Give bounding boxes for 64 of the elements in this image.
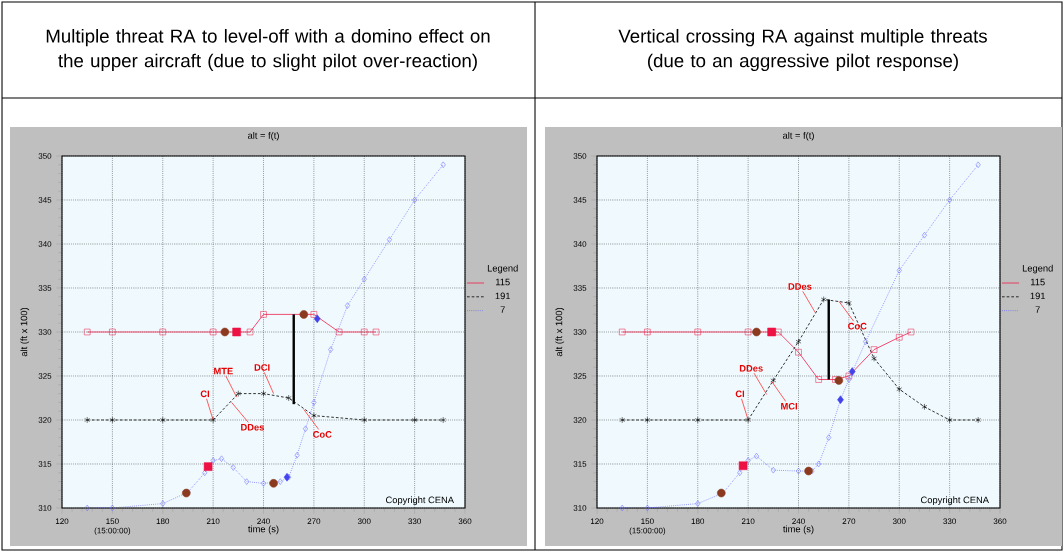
annotation: CI [735, 390, 745, 398]
annotation: DDes [739, 365, 763, 372]
x-tick-label: 360 [458, 518, 472, 525]
y-tick-label: 350 [38, 153, 52, 159]
y-tick-label: 320 [573, 417, 587, 423]
y-tick-label: 325 [38, 373, 52, 379]
legend-label: 7 [500, 306, 505, 313]
y-tick-label: 315 [573, 461, 587, 467]
annotation: Copyright CENA [386, 496, 454, 506]
y-tick-label: 335 [573, 285, 587, 291]
x-tick-label: 300 [892, 518, 906, 525]
x-tick-label: 300 [357, 518, 371, 525]
legend-label: 191 [495, 292, 511, 300]
x-tick-label: 330 [408, 518, 421, 525]
y-tick-label: 330 [573, 329, 587, 335]
x-tick-label: 330 [943, 518, 956, 525]
annotation: CI [200, 390, 210, 398]
x-tick-label: 120 [55, 518, 69, 525]
y-tick-label: 315 [38, 461, 52, 467]
y-tick-label: 340 [38, 241, 52, 247]
y-tick-label: 345 [573, 197, 587, 203]
y-tick-label: 320 [38, 417, 52, 423]
annotation: Copyright CENA [921, 496, 989, 506]
annotation: DDes [241, 424, 264, 431]
legend-label: 115 [1030, 278, 1045, 286]
legend-title: Legend [1022, 264, 1053, 274]
x-tick-label: 180 [156, 518, 170, 525]
y-tick-label: 340 [573, 241, 587, 247]
y-tick-label: 345 [38, 197, 52, 203]
chart-title: Multiple threat RA to level-off with a domino effect on the upper aircraft (due to slight pilot over-reaction) [46, 28, 490, 72]
x-tick-label: 270 [307, 518, 321, 525]
chart-subtitle: alt = f(t) [247, 131, 279, 141]
x-axis-title: time (s) [248, 525, 279, 535]
y-tick-label: 310 [573, 505, 587, 511]
x-tick-label: 240 [792, 518, 805, 525]
x-tick-label: 210 [741, 518, 755, 525]
annotation: DDes [788, 283, 812, 290]
x-tick-label: 360 [993, 518, 1007, 525]
x-axis-title: time (s) [783, 525, 814, 535]
y-tick-label: 325 [573, 373, 587, 379]
annotation: CoC [313, 431, 332, 438]
y-tick-label: 310 [38, 505, 52, 511]
annotation: CoC [848, 322, 867, 330]
y-axis-title: alt (ft x 100) [555, 307, 565, 357]
y-axis-title: alt (ft x 100) [20, 307, 30, 357]
annotation: MCI [781, 402, 798, 410]
chart-title: Vertical crossing RA against multiple threats (due to an aggressive pilot response) [618, 28, 987, 72]
annotation: DCI [254, 364, 270, 371]
x-tick-label: 270 [842, 518, 856, 525]
legend-label: 115 [495, 278, 510, 286]
y-tick-label: 335 [38, 285, 52, 291]
legend-label: 7 [1035, 306, 1040, 313]
x-tick-label: 120 [590, 518, 604, 525]
annotation: MTE [214, 367, 233, 375]
y-tick-label: 350 [573, 153, 587, 159]
x-tick-label: 240 [257, 518, 270, 525]
x-tick-label: 150 (15:00:00) [94, 518, 131, 535]
legend-label: 191 [1030, 292, 1046, 300]
legend-title: Legend [487, 264, 518, 274]
x-tick-label: 180 [691, 518, 705, 525]
y-tick-label: 330 [38, 329, 52, 335]
chart-subtitle: alt = f(t) [782, 131, 814, 141]
x-tick-label: 210 [206, 518, 220, 525]
x-tick-label: 150 (15:00:00) [629, 518, 666, 535]
